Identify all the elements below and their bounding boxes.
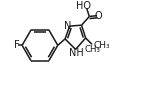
Text: O: O (95, 11, 103, 21)
Text: CH₃: CH₃ (94, 41, 111, 50)
Text: HO: HO (76, 1, 91, 11)
Text: CH₃: CH₃ (84, 45, 101, 54)
Text: N: N (64, 21, 72, 31)
Text: F: F (14, 40, 19, 50)
Text: NH: NH (69, 48, 83, 58)
